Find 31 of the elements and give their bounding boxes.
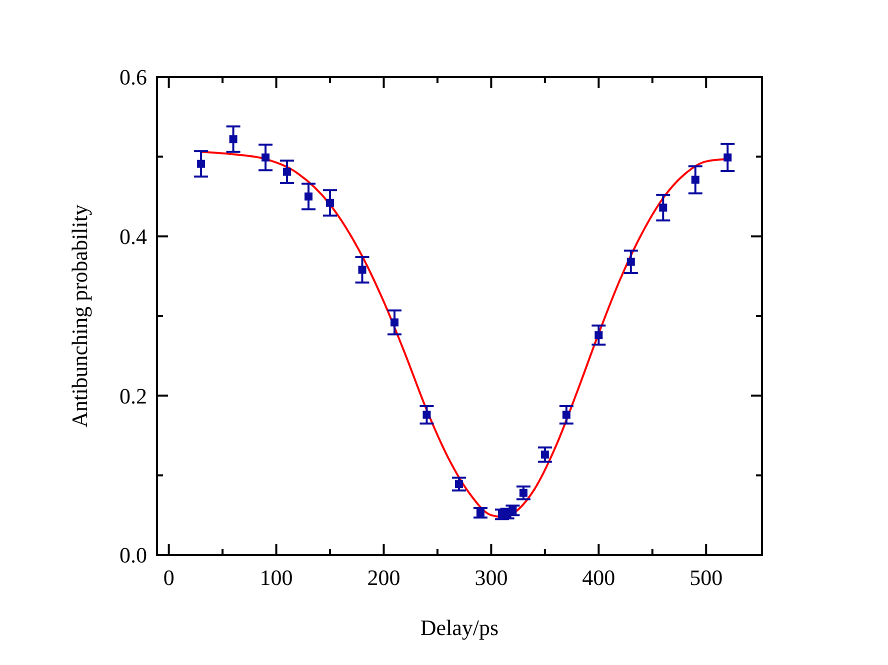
point [540,450,549,459]
y-tick-label: 0.0 [120,542,147,568]
point [304,192,313,200]
x-tick-label: 200 [367,565,400,590]
point [476,508,484,517]
point [659,204,668,212]
point [454,480,463,488]
point [229,135,238,144]
point [519,488,528,497]
y-axis-title: Antibunching probability [67,204,92,428]
point [197,160,206,168]
y-tick-label: 0.4 [120,224,147,250]
y-tick-label: 0.2 [120,383,147,408]
point [283,168,292,176]
x-tick-label: 100 [260,565,293,590]
point [724,153,732,162]
point [594,331,603,340]
point [562,410,570,419]
point [422,410,431,419]
x-tick-label: 0 [163,565,174,590]
x-tick-label: 300 [474,565,508,590]
point [626,258,635,266]
point [691,176,700,184]
x-tick-label: 400 [582,565,616,590]
x-axis-title: Delay/ps [420,615,499,640]
point [262,153,270,162]
y-tick-label: 0.6 [120,64,147,90]
x-tick-label: 500 [690,565,723,590]
point [390,318,398,326]
point [326,198,334,207]
point [358,266,366,274]
